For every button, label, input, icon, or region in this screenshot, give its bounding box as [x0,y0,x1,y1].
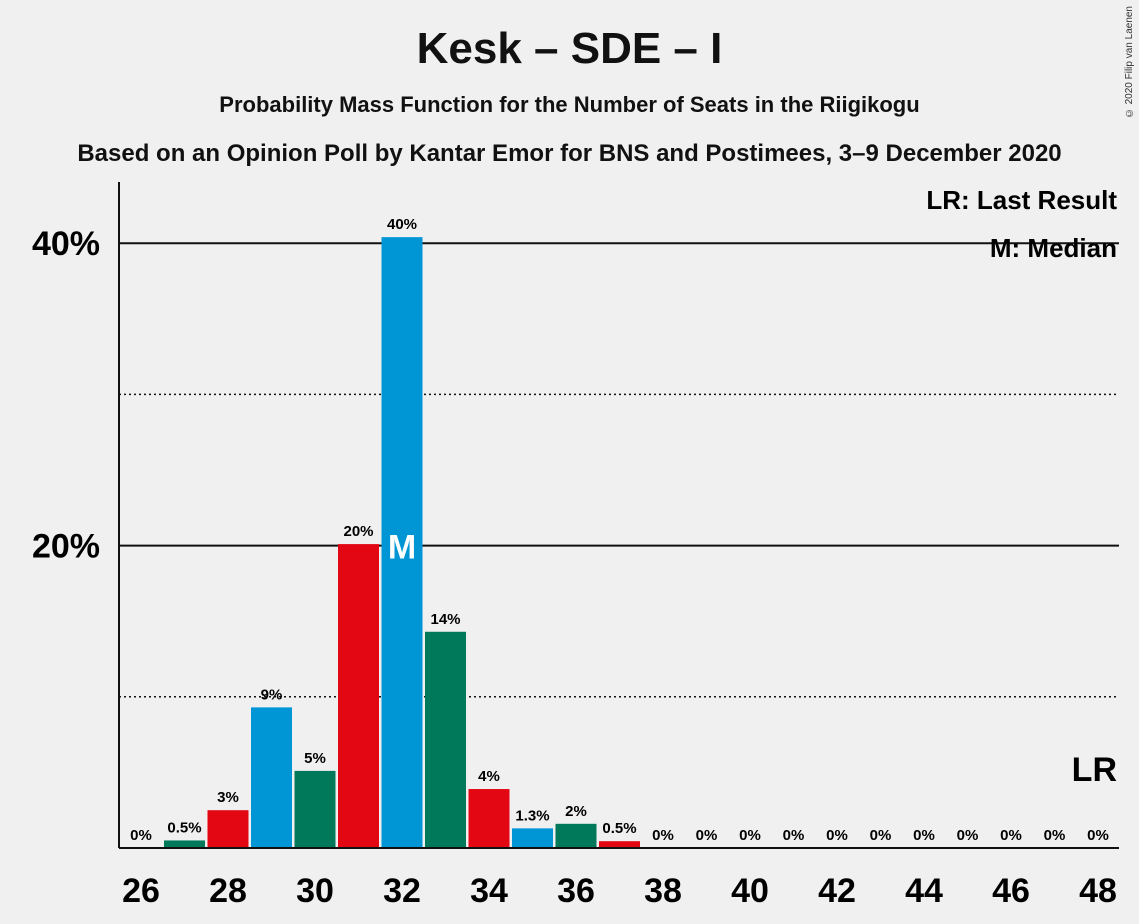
x-tick-label: 40 [731,872,769,910]
data-label-38: 0% [652,827,674,844]
x-tick-label: 28 [209,872,247,910]
legend-last-result: LR: Last Result [926,185,1117,215]
bar-35 [512,828,553,848]
bar-37 [599,841,640,848]
chart-title: Kesk – SDE – I [416,24,723,73]
data-label-46: 0% [1000,827,1022,844]
x-tick-label: 46 [992,872,1030,910]
bar-32 [381,237,423,849]
data-label-44: 0% [913,827,935,844]
data-label-27: 0.5% [167,819,201,836]
y-tick-label: 40% [32,225,100,263]
data-label-31: 20% [343,523,373,540]
bar-31 [338,544,379,848]
data-label-40: 0% [739,827,761,844]
data-label-34: 4% [478,768,500,785]
data-label-35: 1.3% [515,807,549,824]
data-label-26: 0% [130,827,152,844]
data-label-43: 0% [870,827,892,844]
data-label-42: 0% [826,827,848,844]
poll-source: Based on an Opinion Poll by Kantar Emor … [77,140,1062,167]
bar-29 [251,707,292,848]
chart-subtitle: Probability Mass Function for the Number… [219,92,920,117]
data-label-48: 0% [1087,827,1109,844]
bar-30 [294,770,336,848]
data-label-30: 5% [304,750,326,767]
x-tick-label: 38 [644,872,682,910]
data-labels: 0% 0.5% 3% 9% 5% 20% 40% M 14% 4% 1.3% 2% 0.5% 0% 0% 0%… [130,216,1117,844]
axes: 26 28 30 32 34 36 38 40 42 44 46 48 [118,182,1119,910]
x-tick-label: 26 [122,872,160,910]
median-marker: M [388,529,416,567]
data-label-45: 0% [957,827,979,844]
x-tick-label: 34 [470,872,508,910]
x-tick-label: 42 [818,872,856,910]
x-tick-label: 36 [557,872,595,910]
x-tick-label: 30 [296,872,334,910]
last-result-marker: LR [1072,751,1117,789]
data-label-41: 0% [783,827,805,844]
y-tick-label: 20% [32,528,100,566]
grid-lines: 20% 40% [32,225,1119,698]
bar-33 [425,631,466,848]
data-label-37: 0.5% [602,820,636,837]
data-label-47: 0% [1044,827,1066,844]
data-label-28: 3% [217,789,239,806]
legend-median: M: Median [990,233,1117,263]
x-tick-label: 48 [1079,872,1117,910]
bars [164,237,640,849]
bar-36 [555,823,597,848]
data-label-29: 9% [261,686,283,703]
data-label-36: 2% [565,803,587,820]
bar-27 [164,840,205,848]
data-label-39: 0% [696,827,718,844]
bar-28 [207,810,249,848]
data-label-32: 40% [387,216,417,233]
data-label-33: 14% [430,611,460,628]
bar-34 [468,789,510,848]
x-tick-label: 32 [383,872,421,910]
x-tick-label: 44 [905,872,943,910]
